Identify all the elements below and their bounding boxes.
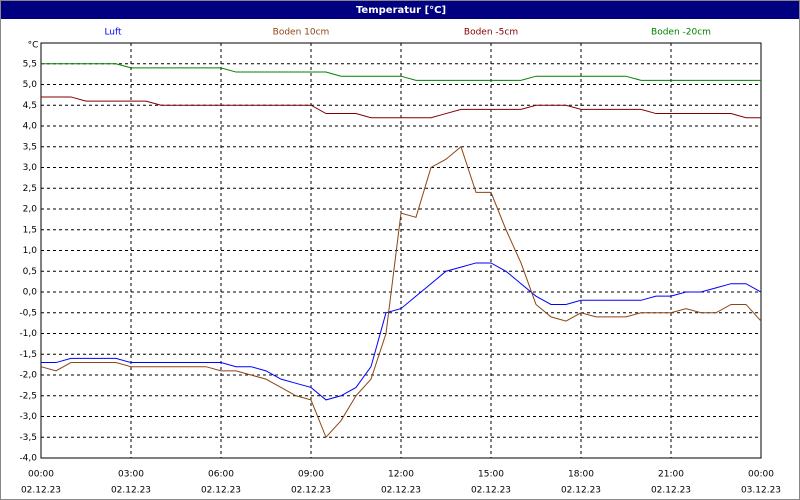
y-tick-label: 0,5: [23, 267, 37, 277]
y-tick-label: -2,5: [19, 391, 37, 401]
y-tick-label: -3,0: [19, 412, 37, 422]
x-tick-date: 02.12.23: [381, 486, 421, 496]
y-tick-label: 4,0: [23, 122, 38, 132]
chart-title: Temperatur [°C]: [356, 5, 446, 16]
x-tick-date: 02.12.23: [651, 486, 691, 496]
series-line: [40, 145, 762, 439]
y-tick-label: 1,0: [23, 246, 38, 256]
x-tick-label: 06:00: [208, 470, 234, 480]
series-line: [41, 63, 761, 81]
legend-label: Boden -5cm: [464, 28, 518, 38]
x-tick-label: 21:00: [658, 470, 684, 480]
y-axis-label: °C: [28, 41, 39, 51]
y-tick-label: 5,0: [23, 80, 38, 90]
y-tick-label: -1,5: [19, 350, 37, 360]
x-tick-label: 15:00: [478, 470, 504, 480]
x-tick-date: 02.12.23: [471, 486, 511, 496]
y-tick-label: -3,5: [19, 433, 37, 443]
x-tick-date: 02.12.23: [291, 486, 331, 496]
y-tick-label: 1,5: [23, 225, 37, 235]
y-tick-label: -4,0: [19, 454, 37, 464]
x-tick-label: 12:00: [388, 470, 414, 480]
series-line: [41, 96, 761, 119]
y-tick-label: -0,5: [19, 308, 37, 318]
x-tick-label: 00:00: [28, 470, 54, 480]
y-tick-label: 4,5: [23, 101, 37, 111]
legend-label: Luft: [104, 28, 122, 38]
y-tick-label: 3,0: [23, 163, 38, 173]
legend-label: Boden -20cm: [651, 28, 711, 38]
series-line: [41, 262, 762, 401]
y-tick-label: -1,0: [19, 329, 37, 339]
x-tick-date: 02.12.23: [111, 486, 151, 496]
x-tick-label: 09:00: [298, 470, 324, 480]
y-tick-label: -2,0: [19, 371, 37, 381]
y-tick-label: 5,5: [23, 59, 37, 69]
x-tick-date: 02.12.23: [21, 486, 61, 496]
x-tick-label: 03:00: [118, 470, 144, 480]
x-tick-label: 18:00: [568, 470, 594, 480]
x-tick-date: 02.12.23: [561, 486, 601, 496]
y-tick-label: 2,5: [23, 184, 37, 194]
legend-label: Boden 10cm: [273, 28, 330, 38]
x-tick-label: 00:00: [748, 470, 774, 480]
y-tick-label: 2,0: [23, 205, 38, 215]
y-tick-label: 3,5: [23, 142, 37, 152]
title-bar: [1, 1, 799, 19]
x-tick-date: 03.12.23: [741, 486, 781, 496]
x-tick-date: 02.12.23: [201, 486, 241, 496]
y-tick-label: 0,0: [23, 288, 38, 298]
